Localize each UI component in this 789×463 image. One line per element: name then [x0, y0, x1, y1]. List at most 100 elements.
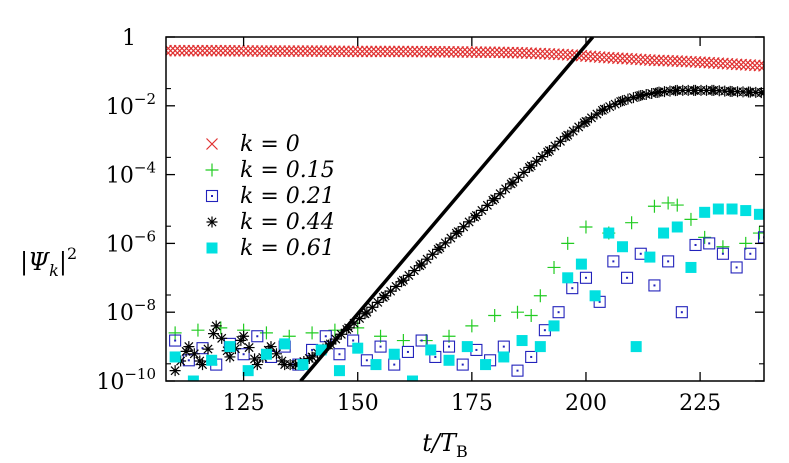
data-point: [249, 353, 261, 365]
data-point: [206, 354, 218, 366]
data-point: [494, 188, 506, 200]
data-point: [338, 45, 350, 58]
x-tick-label: 150: [337, 391, 379, 416]
data-point: [707, 57, 720, 69]
data-point: [452, 226, 464, 238]
data-point: [388, 45, 401, 58]
data-point: [748, 59, 761, 72]
data-point: [657, 54, 670, 67]
data-point: [510, 305, 524, 319]
data-point: [166, 44, 177, 57]
data-point: [476, 204, 488, 216]
data-point: [716, 247, 729, 260]
data-point: [392, 45, 405, 58]
data-point: [278, 45, 291, 57]
data-point: [372, 296, 384, 308]
data-point: [531, 155, 543, 167]
data-point: [287, 45, 300, 57]
data-point: [434, 242, 446, 254]
data-point: [360, 45, 373, 58]
data-point: [538, 47, 551, 60]
data-point: [557, 48, 570, 61]
data-point: [554, 135, 566, 147]
legend-entry: k = 0: [206, 132, 300, 157]
data-point: [604, 101, 616, 113]
data-point: [305, 326, 319, 340]
legend: k = 0k = 0.15k = 0.21k = 0.44k = 0.61: [205, 132, 335, 261]
data-point: [507, 176, 519, 188]
data-point: [315, 344, 327, 356]
data-point: [251, 45, 264, 57]
data-point: [324, 45, 337, 58]
legend-marker: [206, 138, 218, 150]
data-point: [411, 45, 423, 58]
data-point: [562, 129, 574, 141]
data-point: [182, 44, 195, 57]
data-point: [611, 52, 624, 65]
data-point: [625, 216, 639, 230]
data-point: [461, 46, 474, 58]
data-point: [420, 45, 433, 58]
data-point: [442, 340, 456, 353]
data-point: [703, 56, 716, 69]
data-point: [488, 309, 502, 323]
data-point: [661, 196, 675, 210]
data-point: [224, 341, 236, 353]
legend-entry: k = 0.21: [205, 184, 335, 209]
data-point: [429, 45, 442, 58]
data-point: [251, 330, 264, 343]
data-point: [408, 265, 420, 277]
data-point: [421, 253, 433, 265]
data-point: [698, 56, 711, 69]
data-point: [511, 364, 524, 377]
data-point: [502, 46, 515, 59]
data-point: [223, 44, 236, 57]
data-point: [251, 359, 263, 371]
data-point: [292, 45, 305, 57]
data-point: [187, 375, 199, 381]
data-point: [370, 359, 382, 371]
data-point: [224, 351, 236, 363]
data-point: [548, 320, 560, 332]
data-point: [276, 355, 288, 367]
data-point: [461, 341, 473, 353]
data-point: [730, 261, 743, 274]
data-point: [328, 45, 341, 58]
data-point: [575, 258, 587, 270]
data-point: [191, 323, 205, 337]
data-point: [602, 51, 615, 64]
data-point: [671, 55, 684, 67]
data-point: [260, 45, 273, 57]
data-point: [343, 322, 355, 334]
data-point: [512, 171, 524, 183]
data-point: [648, 54, 661, 67]
data-point: [488, 46, 501, 59]
data-point: [397, 45, 410, 58]
data-point: [516, 46, 528, 59]
data-point: [297, 359, 309, 371]
data-point: [735, 58, 748, 71]
data-point: [242, 44, 255, 57]
legend-marker: [205, 189, 219, 203]
data-point: [753, 59, 764, 72]
data-point: [452, 46, 465, 58]
data-point: [516, 335, 528, 347]
data-point: [274, 45, 287, 57]
legend-marker: [206, 216, 218, 228]
data-point: [685, 261, 697, 273]
legend-marker: [205, 163, 219, 177]
data-point: [621, 52, 633, 65]
data-point: [561, 48, 574, 61]
data-point: [615, 96, 627, 108]
data-point: [169, 351, 181, 363]
data-point: [712, 203, 724, 215]
data-point: [635, 89, 647, 101]
data-point: [374, 340, 387, 353]
data-point: [228, 44, 241, 57]
data-point: [425, 344, 437, 356]
data-point: [591, 108, 603, 120]
data-point: [658, 227, 670, 239]
data-point: [342, 45, 355, 58]
data-point: [188, 348, 200, 360]
